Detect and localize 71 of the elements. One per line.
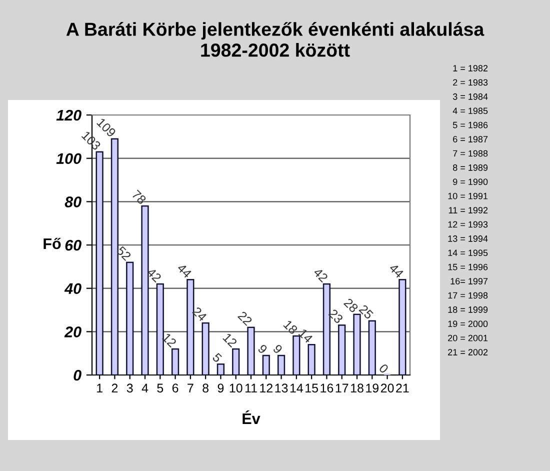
x-tick-label: 4 <box>142 384 148 392</box>
y-axis-title: Fő <box>44 238 61 250</box>
y-tick-label: 100 <box>56 153 82 164</box>
text: 12 = 1993 <box>448 221 488 228</box>
data-label: 9 <box>272 344 283 354</box>
data-label: 44 <box>176 262 192 278</box>
data-label: 9 <box>257 344 268 354</box>
data-label: 12 <box>162 332 177 348</box>
data-label: 18 <box>283 320 298 335</box>
x-tick-label: 15 <box>306 384 318 393</box>
data-label: 5 <box>212 352 222 363</box>
x-tick-label: 7 <box>188 384 194 392</box>
x-tick-label: 20 <box>380 384 394 393</box>
x-tick-label: 17 <box>336 384 348 392</box>
text: 15 = 1996 <box>448 264 488 270</box>
text: 6 = 1987 <box>453 136 488 142</box>
data-label: 42 <box>312 267 328 283</box>
data-label: 22 <box>238 310 253 326</box>
text: 1 = 1982 <box>453 65 488 72</box>
x-tick-label: 1 <box>97 384 102 392</box>
y-tick-label: 20 <box>64 326 82 338</box>
x-tick-label: 19 <box>366 384 379 393</box>
x-tick-label: 14 <box>290 384 304 392</box>
text: 11 = 1992 <box>448 207 488 214</box>
text: 9 = 1990 <box>453 178 488 186</box>
text: 18 = 1999 <box>448 306 488 313</box>
x-tick-label: 6 <box>172 384 178 393</box>
y-tick-label: 60 <box>65 240 82 251</box>
text: 7 = 1988 <box>453 150 488 157</box>
data-label: 12 <box>222 332 238 348</box>
text: 20 = 2001 <box>448 334 488 342</box>
text: 13 = 1994 <box>448 235 488 242</box>
text: 2 = 1983 <box>453 79 488 86</box>
x-tick-label: 13 <box>275 384 288 393</box>
chart-title: A Baráti Körbe jelentkezők évenkénti alakulása 1982-2002 között <box>66 22 484 57</box>
text: 10 = 1991 <box>448 192 488 200</box>
x-tick-label: 11 <box>245 384 257 392</box>
x-tick-label: 2 <box>112 384 118 392</box>
text: 16= 1997 <box>450 278 488 284</box>
text: 8 = 1989 <box>453 164 488 171</box>
text: 4 = 1985 <box>452 108 488 114</box>
x-tick-label: 10 <box>230 384 242 393</box>
x-tick-label: 3 <box>126 384 133 393</box>
data-label: 28 <box>343 298 359 314</box>
x-axis-title: Év <box>242 410 260 424</box>
data-label: 52 <box>116 246 132 262</box>
x-tick-label: 21 <box>396 384 409 392</box>
text: 21 = 2002 <box>448 349 488 356</box>
data-label: 78 <box>131 189 147 205</box>
text: 14 = 1995 <box>448 250 488 256</box>
text: 3 = 1984 <box>452 93 488 100</box>
x-tick-label: 9 <box>218 384 224 393</box>
x-tick-label: 5 <box>157 384 164 393</box>
data-label: 14 <box>298 328 314 344</box>
x-tick-label: 18 <box>351 384 364 393</box>
data-label: 25 <box>358 304 374 320</box>
text: 5 = 1986 <box>452 122 488 128</box>
text: 17 = 1998 <box>448 292 488 299</box>
y-tick-label: 40 <box>64 283 82 294</box>
x-tick-label: 8 <box>202 384 209 393</box>
x-tick-label: 16 <box>320 384 334 393</box>
text: 19 = 2000 <box>448 320 488 328</box>
data-label: 0 <box>378 363 390 374</box>
data-label: 23 <box>328 308 344 324</box>
data-label: 24 <box>192 306 208 322</box>
data-label: 44 <box>388 262 404 278</box>
y-tick-label: 0 <box>74 370 82 381</box>
y-tick-label: 120 <box>56 110 82 121</box>
data-label: 42 <box>146 267 162 283</box>
x-tick-label: 12 <box>260 384 272 392</box>
y-tick-label: 80 <box>64 196 82 208</box>
